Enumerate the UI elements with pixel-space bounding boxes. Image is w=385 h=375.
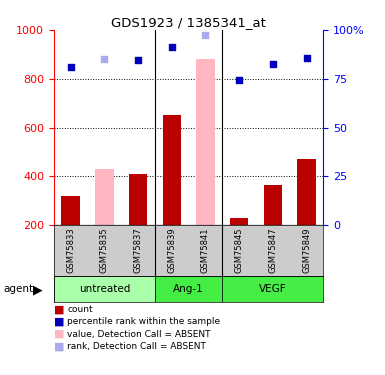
Point [169, 44, 175, 50]
Text: percentile rank within the sample: percentile rank within the sample [67, 317, 221, 326]
Bar [264, 185, 282, 225]
Text: GSM75845: GSM75845 [235, 228, 244, 273]
Bar [230, 217, 248, 225]
Bar [223, 276, 323, 302]
Point [203, 32, 209, 38]
Text: GSM75839: GSM75839 [167, 228, 176, 273]
Text: GSM75835: GSM75835 [100, 228, 109, 273]
Text: GSM75837: GSM75837 [134, 228, 142, 273]
Text: ■: ■ [54, 317, 64, 327]
Bar [297, 159, 316, 225]
Bar [162, 116, 181, 225]
Point [68, 64, 74, 70]
Text: untreated: untreated [79, 284, 130, 294]
Text: ■: ■ [54, 329, 64, 339]
Bar [155, 276, 223, 302]
Text: VEGF: VEGF [259, 284, 287, 294]
Point [135, 57, 141, 63]
Text: ■: ■ [54, 304, 64, 314]
Text: value, Detection Call = ABSENT: value, Detection Call = ABSENT [67, 330, 211, 339]
Text: GSM75841: GSM75841 [201, 228, 210, 273]
Text: GSM75849: GSM75849 [302, 228, 311, 273]
Text: agent: agent [4, 285, 34, 294]
Point [101, 56, 107, 62]
Bar [95, 169, 114, 225]
Text: ■: ■ [54, 342, 64, 351]
Text: GDS1923 / 1385341_at: GDS1923 / 1385341_at [111, 16, 266, 30]
Bar [129, 174, 147, 225]
Bar [62, 196, 80, 225]
Point [303, 55, 310, 61]
Text: rank, Detection Call = ABSENT: rank, Detection Call = ABSENT [67, 342, 206, 351]
Point [236, 77, 242, 83]
Bar [54, 276, 155, 302]
Point [270, 61, 276, 67]
Text: GSM75847: GSM75847 [268, 228, 277, 273]
Text: count: count [67, 305, 93, 314]
Text: Ang-1: Ang-1 [173, 284, 204, 294]
Text: ▶: ▶ [33, 283, 42, 296]
Bar [196, 59, 215, 225]
Text: GSM75833: GSM75833 [66, 228, 75, 273]
